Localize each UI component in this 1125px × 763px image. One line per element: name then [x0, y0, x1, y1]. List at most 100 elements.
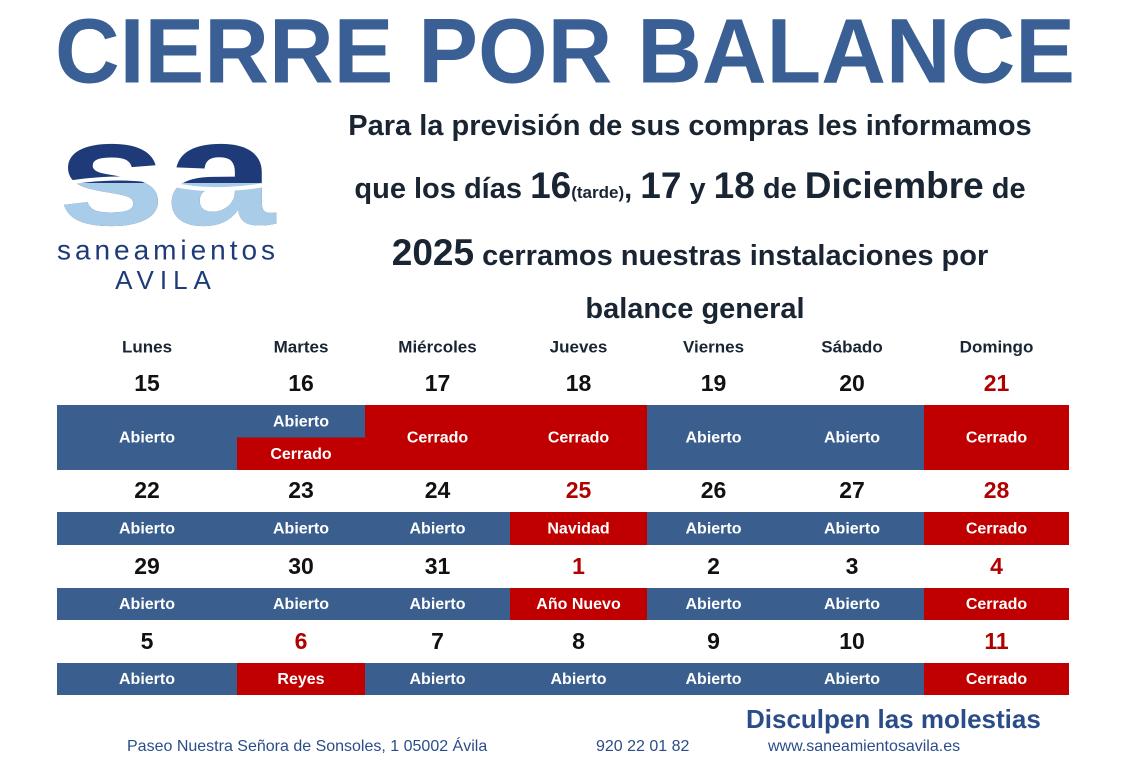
text: (tarde): [571, 183, 625, 202]
text: de: [754, 173, 805, 205]
status-label: Abierto: [410, 596, 466, 613]
status-cell: [237, 512, 365, 545]
status-cell: [57, 512, 237, 545]
status-label: Reyes: [277, 671, 324, 688]
day-number: 6: [295, 628, 308, 654]
status-cell: [780, 588, 924, 620]
status-label: Abierto: [273, 596, 329, 613]
status-label: Abierto: [686, 671, 742, 688]
address: Paseo Nuestra Señora de Sonsoles, 1 0500…: [127, 738, 488, 755]
weekday: Domingo: [960, 337, 1034, 356]
day-number: 23: [288, 477, 314, 503]
day-number: 18: [566, 370, 592, 396]
day-number: 3: [846, 553, 859, 579]
apology: Disculpen las molestias: [746, 704, 1041, 734]
status-label: Cerrado: [966, 521, 1028, 538]
status-label: Abierto: [119, 671, 175, 688]
status-label: Abierto: [119, 596, 175, 613]
status-cell: [924, 512, 1069, 545]
status-label: Abierto: [686, 430, 742, 447]
message-line: que los días 16(tarde), 17 y 18 de Dicie…: [280, 165, 1100, 207]
day-number: 26: [701, 477, 727, 503]
status-cell: [57, 663, 237, 695]
status-cell: [510, 405, 647, 470]
status-label: Abierto: [273, 521, 329, 538]
text: 18: [713, 165, 755, 206]
status-cell: [924, 405, 1069, 470]
day-number: 2: [707, 553, 720, 579]
text: cerramos nuestras instalaciones por: [474, 240, 989, 272]
status-cell: [237, 588, 365, 620]
status-label: Abierto: [824, 671, 880, 688]
logo-mark: sa: [57, 89, 277, 257]
status-cell: [365, 405, 510, 470]
status-label: Cerrado: [407, 430, 469, 447]
text: Diciembre: [804, 165, 984, 206]
status-cell: [237, 405, 365, 438]
day-number: 5: [141, 628, 154, 654]
day-number: 7: [431, 628, 444, 654]
day-number: 20: [839, 370, 865, 396]
message-line: Para la previsión de sus compras les inf…: [280, 110, 1100, 143]
message-line: balance general: [290, 293, 1100, 326]
status-label: Abierto: [824, 521, 880, 538]
status-label: Abierto: [119, 430, 175, 447]
status-cell: [57, 588, 237, 620]
phone: 920 22 01 82: [596, 738, 690, 755]
message-line: 2025 cerramos nuestras instalaciones por: [280, 232, 1100, 274]
day-number: 4: [990, 553, 1003, 579]
day-number: 19: [701, 370, 727, 396]
status-label: Abierto: [410, 671, 466, 688]
text: que los días: [354, 173, 531, 205]
status-cell: [510, 512, 647, 545]
text: y: [681, 173, 714, 205]
status-cell: [780, 512, 924, 545]
status-label: Abierto: [551, 671, 607, 688]
status-cell: [924, 663, 1069, 695]
status-label: Navidad: [547, 521, 609, 538]
weekday: Sábado: [821, 337, 882, 356]
weekday: Viernes: [683, 337, 744, 356]
day-number: 31: [425, 553, 451, 579]
status-cell: [237, 663, 365, 695]
status-label: Cerrado: [548, 430, 610, 447]
text: 2025: [391, 232, 475, 273]
text: ,: [624, 173, 641, 205]
status-label: Abierto: [824, 430, 880, 447]
weekday: Jueves: [550, 337, 608, 356]
text: balance general: [585, 293, 805, 325]
status-label: Año Nuevo: [536, 596, 621, 613]
weekday: Martes: [274, 337, 329, 356]
logo-city: AVILA: [115, 265, 217, 295]
day-number: 29: [134, 553, 160, 579]
status-label: Abierto: [824, 596, 880, 613]
status-label: Cerrado: [270, 446, 332, 463]
status-cell: [365, 588, 510, 620]
day-number: 27: [839, 477, 865, 503]
text: de: [983, 173, 1026, 205]
status-cell: [647, 588, 780, 620]
status-cell: [924, 588, 1069, 620]
logo-name: saneamientos: [57, 234, 275, 265]
status-cell: [510, 663, 647, 695]
status-cell: [365, 512, 510, 545]
status-label: Cerrado: [966, 596, 1028, 613]
status-label: Abierto: [410, 521, 466, 538]
status-label: Abierto: [273, 413, 329, 430]
status-cell: [57, 405, 237, 470]
status-cell: [780, 405, 924, 470]
status-cell: [647, 512, 780, 545]
status-cell: [510, 588, 647, 620]
status-cell: [647, 663, 780, 695]
day-number: 25: [566, 477, 592, 503]
day-number: 11: [984, 628, 1009, 654]
status-label: Cerrado: [966, 671, 1028, 688]
website[interactable]: www.saneamientosavila.es: [768, 738, 961, 755]
status-label: Cerrado: [966, 430, 1028, 447]
day-number: 15: [134, 370, 160, 396]
weekday: Miércoles: [398, 337, 476, 356]
day-number: 17: [425, 370, 451, 396]
status-label: Abierto: [686, 596, 742, 613]
